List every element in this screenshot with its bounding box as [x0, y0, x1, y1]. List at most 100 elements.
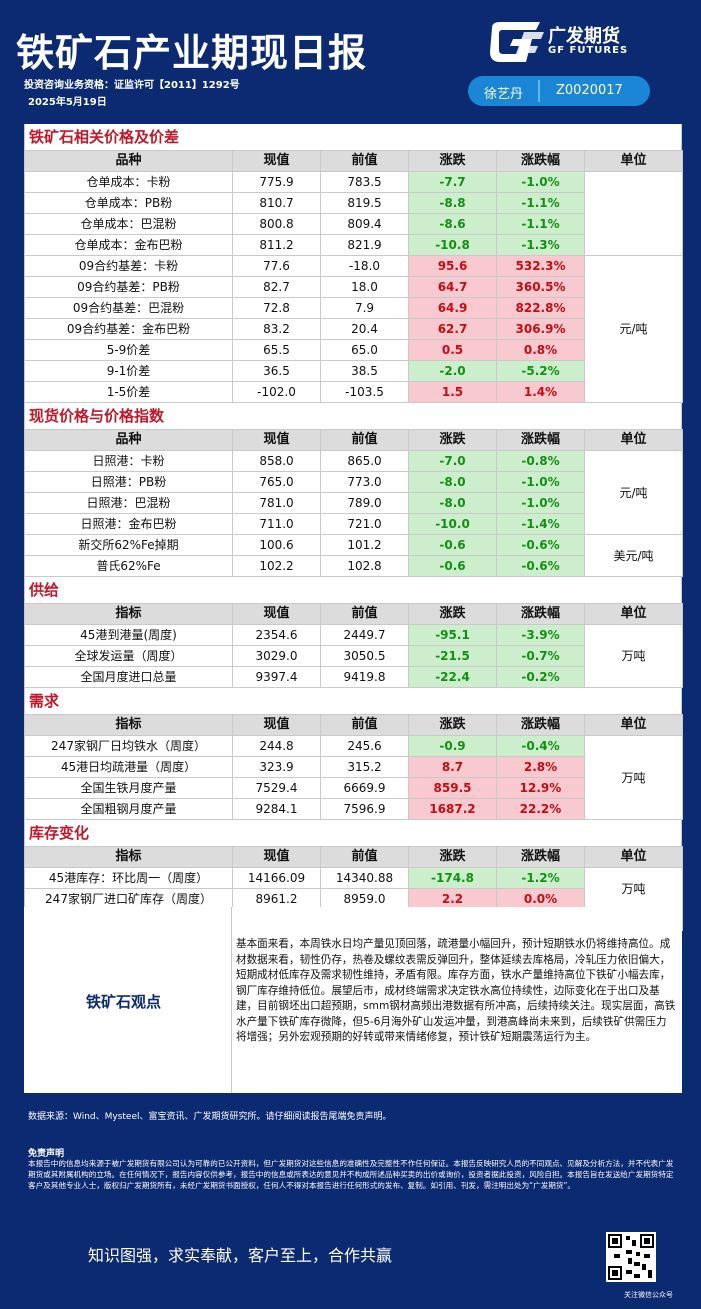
- change-value: 0.5: [408, 339, 497, 361]
- change-value: -10.0: [408, 513, 497, 535]
- row-name: 9-1价差: [24, 360, 233, 382]
- previous-value: 315.2: [320, 756, 409, 778]
- change-value: -95.1: [408, 624, 497, 646]
- previous-value: 2449.7: [320, 624, 409, 646]
- row-name: 日照港：PB粉: [24, 471, 233, 493]
- previous-value: 3050.5: [320, 645, 409, 667]
- current-value: 83.2: [232, 318, 321, 340]
- current-value: 14166.09: [232, 867, 321, 889]
- column-header: 涨跌: [408, 846, 497, 868]
- table-row: 仓单成本：卡粉 775.9 783.5 -7.7 -1.0%: [24, 171, 683, 256]
- table-header-row: 指标 现值 前值 涨跌 涨跌幅 单位: [24, 846, 683, 868]
- table-header-row: 品种 现值 前值 涨跌 涨跌幅 单位: [24, 150, 683, 172]
- change-percent: 22.2%: [496, 798, 585, 820]
- row-name: 全球发运量（周度）: [24, 645, 233, 667]
- previous-value: 809.4: [320, 213, 409, 235]
- qr-code-icon: [606, 1232, 656, 1282]
- change-value: -0.6: [408, 534, 497, 556]
- analyst-badge: 徐艺丹 Z0020017: [468, 76, 650, 106]
- change-percent: -0.7%: [496, 645, 585, 667]
- unit-cell: 万吨: [584, 735, 683, 820]
- unit-cell: 美元/吨: [584, 534, 683, 577]
- column-header: 涨跌: [408, 603, 497, 625]
- table-row: 日照港：卡粉 858.0 865.0 -7.0 -0.8% 元/吨: [24, 450, 683, 535]
- qr-caption: 关注微信公众号: [624, 1291, 673, 1299]
- current-value: 858.0: [232, 450, 321, 472]
- change-percent: -1.0%: [496, 471, 585, 493]
- previous-value: 38.5: [320, 360, 409, 382]
- current-value: 2354.6: [232, 624, 321, 646]
- column-header: 涨跌幅: [496, 603, 585, 625]
- previous-value: 6669.9: [320, 777, 409, 799]
- column-header: 单位: [584, 714, 683, 736]
- previous-value: 821.9: [320, 234, 409, 256]
- section-title: 需求: [24, 688, 682, 714]
- previous-value: 721.0: [320, 513, 409, 535]
- section-title: 库存变化: [24, 820, 682, 846]
- change-value: 2.2: [408, 888, 497, 910]
- column-header: 前值: [320, 603, 409, 625]
- analyst-divider: [538, 80, 540, 102]
- table-row: 全球发运量（周度） 3029.0 3050.5 -21.5 -0.7%: [24, 645, 683, 667]
- table-header-row: 指标 现值 前值 涨跌 涨跌幅 单位: [24, 603, 683, 625]
- row-name: 09合约基差：金布巴粉: [24, 318, 233, 340]
- current-value: -102.0: [232, 381, 321, 403]
- change-percent: -0.8%: [496, 450, 585, 472]
- previous-value: 20.4: [320, 318, 409, 340]
- change-percent: 360.5%: [496, 276, 585, 298]
- change-percent: -0.6%: [496, 555, 585, 577]
- change-percent: 2.8%: [496, 756, 585, 778]
- table-row: 09合约基差：巴混粉 72.8 7.9 64.9 822.8%: [24, 297, 683, 319]
- table-row: 5-9价差 65.5 65.0 0.5 0.8%: [24, 339, 683, 361]
- table-row: 日照港：金布巴粉 711.0 721.0 -10.0 -1.4%: [24, 513, 683, 535]
- change-value: -8.0: [408, 471, 497, 493]
- column-header: 现值: [232, 714, 321, 736]
- previous-value: 102.8: [320, 555, 409, 577]
- column-header: 前值: [320, 846, 409, 868]
- table-row: 全国生铁月度产量 7529.4 6669.9 859.5 12.9%: [24, 777, 683, 799]
- data-table: 品种 现值 前值 涨跌 涨跌幅 单位 日照港：卡粉 858.0 865.0 -7.0 -0.8% 元/…: [24, 429, 683, 577]
- row-name: 日照港：巴混粉: [24, 492, 233, 514]
- change-percent: -1.4%: [496, 513, 585, 535]
- change-value: 1687.2: [408, 798, 497, 820]
- row-name: 全国粗钢月度产量: [24, 798, 233, 820]
- previous-value: 245.6: [320, 735, 409, 757]
- previous-value: 7.9: [320, 297, 409, 319]
- current-value: 765.0: [232, 471, 321, 493]
- row-name: 09合约基差：卡粉: [24, 255, 233, 277]
- column-header: 涨跌: [408, 714, 497, 736]
- current-value: 77.6: [232, 255, 321, 277]
- change-percent: -0.6%: [496, 534, 585, 556]
- table-row: 仓单成本：金布巴粉 811.2 821.9 -10.8 -1.3%: [24, 234, 683, 256]
- current-value: 800.8: [232, 213, 321, 235]
- change-value: -8.8: [408, 192, 497, 214]
- row-name: 仓单成本：金布巴粉: [24, 234, 233, 256]
- change-percent: -5.2%: [496, 360, 585, 382]
- change-percent: -1.1%: [496, 213, 585, 235]
- change-value: 64.7: [408, 276, 497, 298]
- change-percent: -3.9%: [496, 624, 585, 646]
- table-row: 普氏62%Fe 102.2 102.8 -0.6 -0.6%: [24, 555, 683, 577]
- table-row: 仓单成本：巴混粉 800.8 809.4 -8.6 -1.1%: [24, 213, 683, 235]
- table-row: 新交所62%Fe掉期 100.6 101.2 -0.6 -0.6% 美元/吨: [24, 534, 683, 577]
- change-percent: -0.2%: [496, 666, 585, 688]
- column-header: 前值: [320, 714, 409, 736]
- change-percent: 822.8%: [496, 297, 585, 319]
- table-row: 9-1价差 36.5 38.5 -2.0 -5.2%: [24, 360, 683, 382]
- change-percent: -1.3%: [496, 234, 585, 256]
- logo-english: GF FUTURES: [548, 45, 629, 56]
- change-percent: -1.1%: [496, 192, 585, 214]
- gf-logo-icon: [490, 22, 544, 62]
- row-name: 247家钢厂日均铁水（周度）: [24, 735, 233, 757]
- change-value: -8.6: [408, 213, 497, 235]
- row-name: 45港库存：环比周一（周度）: [24, 867, 233, 889]
- current-value: 3029.0: [232, 645, 321, 667]
- table-row: 日照港：巴混粉 781.0 789.0 -8.0 -1.0%: [24, 492, 683, 514]
- previous-value: 101.2: [320, 534, 409, 556]
- column-header: 现值: [232, 150, 321, 172]
- column-header: 涨跌幅: [496, 150, 585, 172]
- change-percent: -0.4%: [496, 735, 585, 757]
- previous-value: 865.0: [320, 450, 409, 472]
- previous-value: 9419.8: [320, 666, 409, 688]
- current-value: 811.2: [232, 234, 321, 256]
